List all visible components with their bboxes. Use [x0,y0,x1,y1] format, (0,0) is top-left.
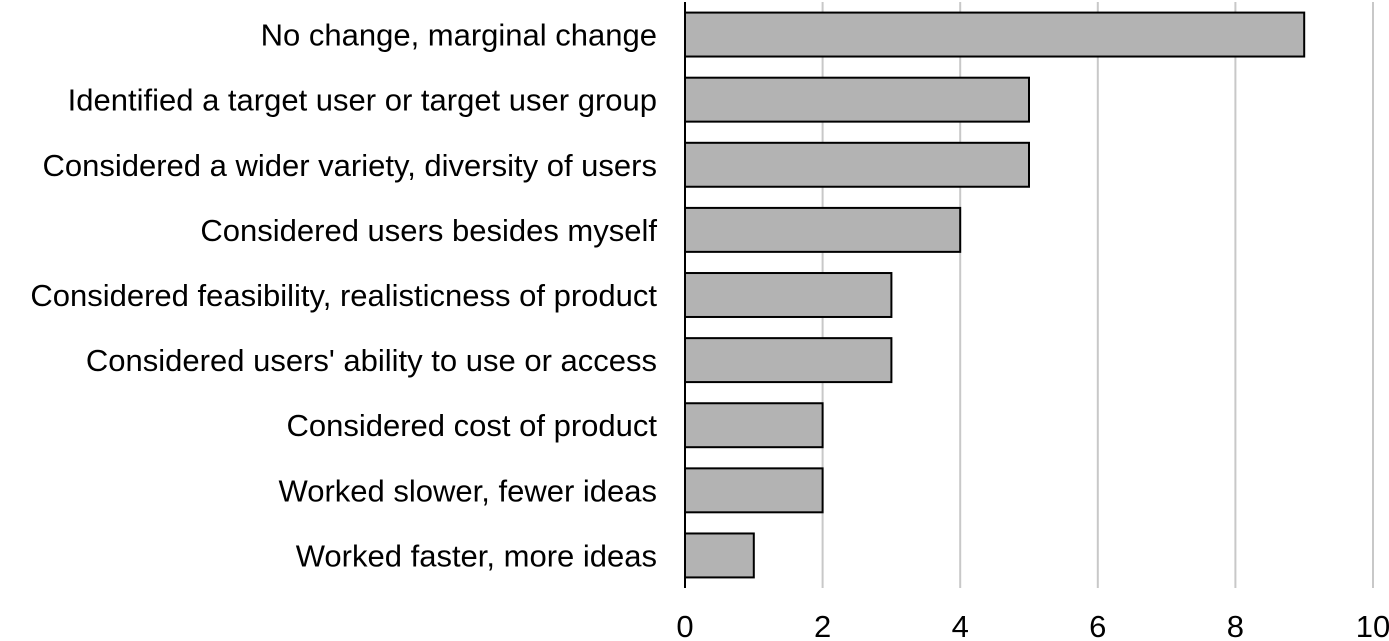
category-label: No change, marginal change [261,18,657,53]
category-label: Considered users besides myself [200,213,657,248]
x-tick-labels: 0 2 4 6 8 10 [676,609,1389,641]
category-label: Considered users' ability to use or acce… [86,343,657,378]
category-label: Considered feasibility, realisticness of… [30,278,657,313]
x-tick-label: 10 [1356,609,1389,641]
category-label: Identified a target user or target user … [68,83,657,118]
category-labels: No change, marginal change Identified a t… [30,18,657,574]
bar-6 [684,337,893,384]
x-tick-label: 6 [1089,609,1106,641]
bar-1 [684,11,1306,58]
bar-9 [684,532,755,579]
x-tick-label: 0 [676,609,693,641]
bar-4 [684,206,962,253]
category-label: Considered cost of product [287,408,658,443]
category-label: Considered a wider variety, diversity of… [42,148,657,183]
category-label: Worked slower, fewer ideas [279,473,657,508]
bar-8 [684,467,824,514]
x-tick-label: 8 [1227,609,1244,641]
bar-5 [684,272,893,318]
bar-7 [684,402,824,449]
x-tick-label: 4 [952,609,969,641]
category-label: Worked faster, more ideas [296,538,657,573]
x-tick-label: 2 [814,609,831,641]
bar-3 [684,141,1030,188]
bar-2 [684,76,1030,123]
bars [684,11,1306,579]
